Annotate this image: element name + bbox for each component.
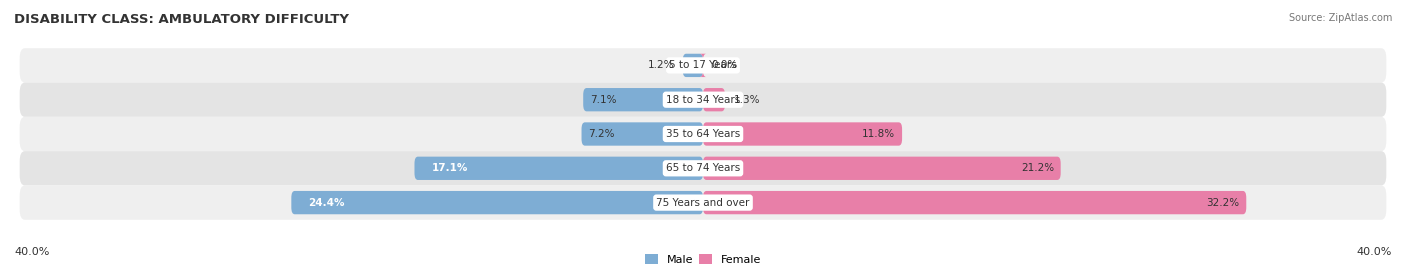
Text: 40.0%: 40.0% — [1357, 247, 1392, 257]
Text: 65 to 74 Years: 65 to 74 Years — [666, 163, 740, 173]
Text: 1.2%: 1.2% — [648, 60, 675, 70]
Text: 32.2%: 32.2% — [1206, 198, 1240, 208]
FancyBboxPatch shape — [582, 122, 703, 146]
Legend: Male, Female: Male, Female — [640, 250, 766, 268]
Text: 40.0%: 40.0% — [14, 247, 49, 257]
FancyBboxPatch shape — [583, 88, 703, 111]
FancyBboxPatch shape — [20, 185, 1386, 220]
FancyBboxPatch shape — [703, 88, 725, 111]
FancyBboxPatch shape — [700, 54, 706, 77]
FancyBboxPatch shape — [20, 48, 1386, 83]
Text: 7.1%: 7.1% — [591, 95, 616, 105]
Text: 0.0%: 0.0% — [711, 60, 738, 70]
FancyBboxPatch shape — [291, 191, 703, 214]
Text: 1.3%: 1.3% — [734, 95, 759, 105]
FancyBboxPatch shape — [20, 83, 1386, 117]
Text: 17.1%: 17.1% — [432, 163, 468, 173]
FancyBboxPatch shape — [683, 54, 703, 77]
Text: 21.2%: 21.2% — [1021, 163, 1054, 173]
Text: DISABILITY CLASS: AMBULATORY DIFFICULTY: DISABILITY CLASS: AMBULATORY DIFFICULTY — [14, 13, 349, 27]
FancyBboxPatch shape — [20, 151, 1386, 185]
FancyBboxPatch shape — [703, 157, 1060, 180]
FancyBboxPatch shape — [703, 191, 1246, 214]
FancyBboxPatch shape — [415, 157, 703, 180]
Text: 11.8%: 11.8% — [862, 129, 896, 139]
Text: 18 to 34 Years: 18 to 34 Years — [666, 95, 740, 105]
Text: 5 to 17 Years: 5 to 17 Years — [669, 60, 737, 70]
FancyBboxPatch shape — [703, 122, 903, 146]
Text: 75 Years and over: 75 Years and over — [657, 198, 749, 208]
Text: Source: ZipAtlas.com: Source: ZipAtlas.com — [1288, 13, 1392, 23]
Text: 35 to 64 Years: 35 to 64 Years — [666, 129, 740, 139]
FancyBboxPatch shape — [20, 117, 1386, 151]
Text: 7.2%: 7.2% — [588, 129, 614, 139]
Text: 24.4%: 24.4% — [308, 198, 344, 208]
